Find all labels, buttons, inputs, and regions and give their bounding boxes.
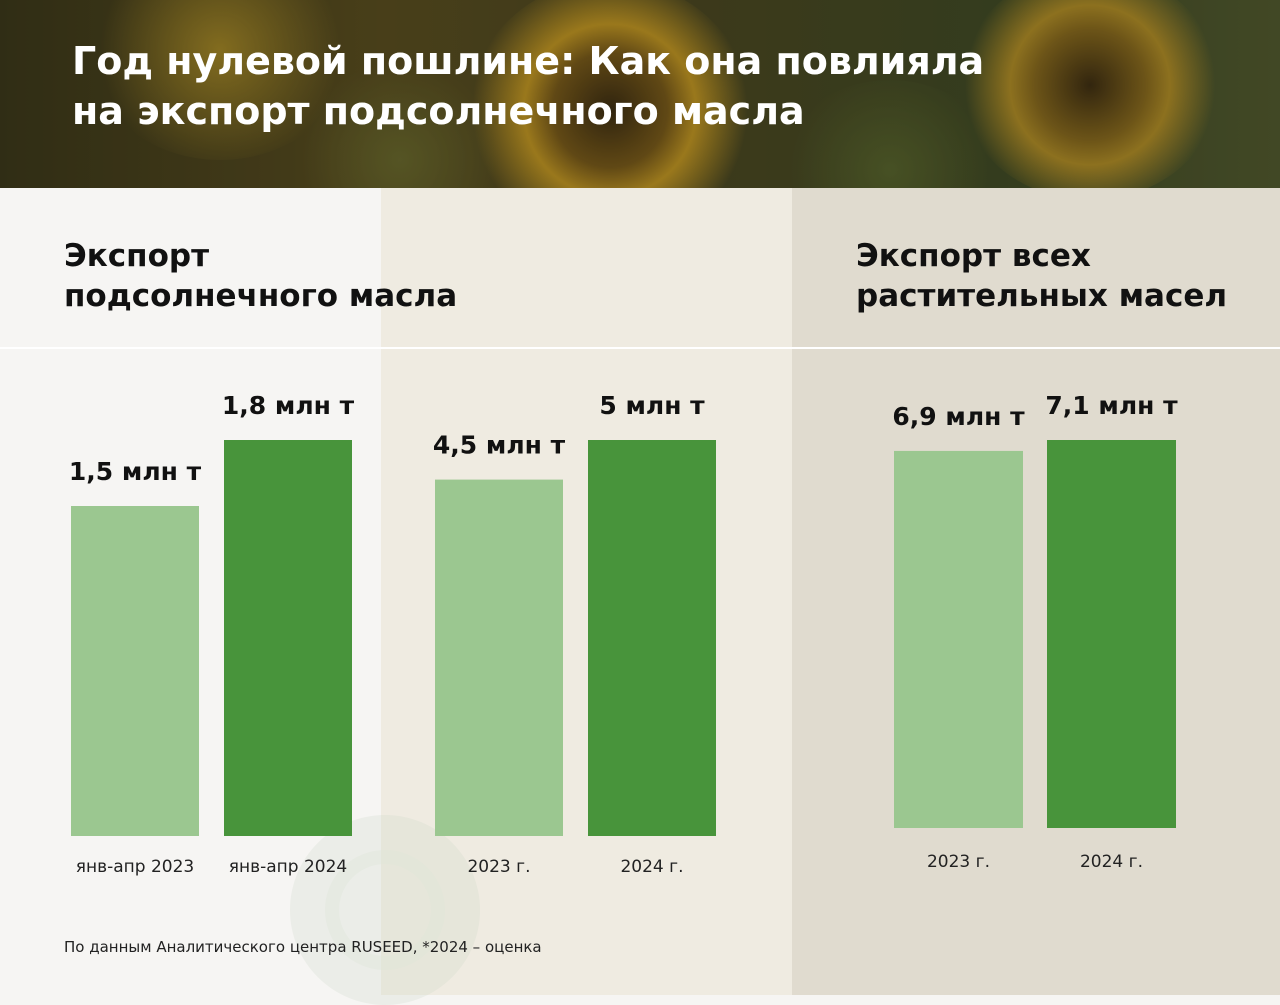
category-label-1-2: янв-апр 2024	[229, 857, 348, 877]
section-title-sunflower-line2: подсолнечного масла	[64, 278, 458, 314]
page-title-line2: на экспорт подсолнечного масла	[72, 89, 805, 133]
page-title: Год нулевой пошлине: Как она повлияла на…	[72, 36, 1072, 136]
section-title-sunflower-oil: Экспорт подсолнечного масла	[64, 236, 457, 316]
category-label-2-2: 2024 г.	[620, 857, 683, 877]
bar-2-1	[435, 479, 563, 836]
bar-1-2	[224, 440, 352, 836]
all-oils-panel	[792, 188, 1280, 995]
header-banner: Год нулевой пошлине: Как она повлияла на…	[0, 0, 1280, 188]
bar-2-2	[588, 440, 716, 836]
section-title-sunflower-line1: Экспорт	[64, 238, 210, 274]
source-note: По данным Аналитического центра RUSEED, …	[64, 938, 542, 956]
bar-3-1	[894, 450, 1023, 828]
bar-value-label-1-1: 1,5 млн т	[69, 457, 202, 486]
category-label-3-1: 2023 г.	[927, 852, 990, 872]
divider-sunflower	[0, 347, 792, 349]
divider-all-oils	[792, 347, 1280, 349]
bar-value-label-1-2: 1,8 млн т	[222, 391, 355, 420]
bar-1-1	[71, 506, 199, 836]
page-title-line1: Год нулевой пошлине: Как она повлияла	[72, 39, 985, 83]
bar-value-label-2-2: 5 млн т	[599, 391, 705, 420]
bar-3-2	[1047, 440, 1176, 828]
bar-value-label-3-1: 6,9 млн т	[892, 402, 1025, 431]
bar-value-label-3-2: 7,1 млн т	[1045, 391, 1178, 420]
section-title-all-oils: Экспорт всех растительных масел	[856, 236, 1227, 316]
category-label-1-1: янв-апр 2023	[76, 857, 195, 877]
section-title-all-oils-line2: растительных масел	[856, 278, 1228, 314]
category-label-2-1: 2023 г.	[467, 857, 530, 877]
watermark-logo	[290, 815, 480, 1005]
section-title-all-oils-line1: Экспорт всех	[856, 238, 1091, 274]
bar-value-label-2-1: 4,5 млн т	[433, 431, 566, 460]
category-label-3-2: 2024 г.	[1080, 852, 1143, 872]
